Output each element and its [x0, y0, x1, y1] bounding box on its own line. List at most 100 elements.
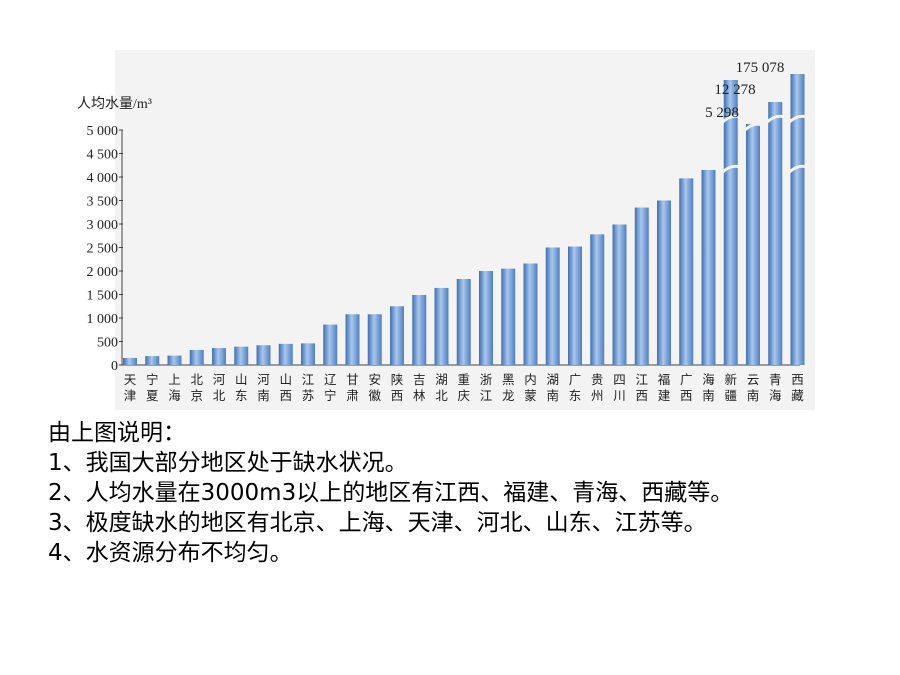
bar	[412, 294, 427, 365]
category-label: 蒙	[524, 388, 537, 403]
axis-break-mark	[787, 114, 807, 125]
category-label: 北	[435, 388, 448, 403]
category-label: 广	[680, 372, 693, 387]
category-label: 夏	[146, 388, 159, 403]
bar	[634, 207, 649, 365]
y-tick-label: 3 500	[87, 195, 119, 210]
category-label: 江	[302, 372, 315, 387]
category-label: 天	[124, 372, 137, 387]
category-label: 海	[769, 388, 782, 403]
category-label: 苏	[302, 388, 315, 403]
category-label: 江	[635, 372, 648, 387]
category-label: 宁	[146, 372, 159, 387]
category-label: 甘	[346, 372, 359, 387]
category-label: 西	[791, 372, 804, 387]
category-label: 疆	[724, 388, 737, 403]
bar	[390, 306, 404, 365]
bar	[278, 343, 293, 365]
bar	[434, 287, 449, 365]
category-label: 辽	[324, 372, 337, 387]
chart-svg: 人均水量/m³ 0 500 1 000 1 500 2 000 2 500 3 000 3 5…	[77, 60, 807, 403]
bar	[545, 247, 560, 365]
category-label: 贵	[591, 372, 604, 387]
category-label: 陕	[391, 372, 404, 387]
category-label: 湖	[435, 372, 448, 387]
category-label: 南	[702, 388, 715, 403]
bar	[345, 314, 360, 365]
category-label: 龙	[502, 388, 515, 403]
category-label: 川	[613, 388, 626, 403]
y-tick-label: 4 500	[87, 148, 119, 163]
bar	[367, 314, 382, 365]
bar	[612, 224, 627, 365]
y-tick-label: 3 000	[87, 218, 119, 233]
bar	[323, 324, 338, 365]
category-label: 徽	[368, 388, 381, 403]
category-label: 黑	[502, 372, 515, 387]
notes-line-4: 4、水资源分布不均匀。	[48, 540, 293, 566]
water-per-capita-chart: 人均水量/m³ 0 500 1 000 1 500 2 000 2 500 3 000 3 5…	[77, 50, 815, 410]
category-label: 宁	[324, 388, 337, 403]
category-label: 庆	[457, 388, 470, 403]
category-label: 内	[524, 372, 537, 387]
category-label: 河	[257, 372, 270, 387]
y-tick-label: 500	[97, 336, 118, 351]
bars	[123, 74, 807, 365]
bar	[189, 349, 204, 365]
bar	[501, 268, 516, 365]
category-label: 重	[457, 372, 470, 387]
category-label: 新	[724, 372, 737, 387]
category-label: 云	[747, 372, 760, 387]
y-tick-label: 1 500	[87, 289, 119, 304]
category-label: 河	[213, 372, 226, 387]
category-label: 吉	[413, 372, 426, 387]
category-label: 四	[613, 372, 626, 387]
bar	[523, 263, 538, 365]
bar	[768, 102, 783, 365]
value-label: 12 278	[714, 82, 755, 98]
category-label: 青	[769, 372, 782, 387]
category-label: 西	[635, 388, 648, 403]
category-label: 山	[235, 372, 248, 387]
category-label: 东	[235, 388, 248, 403]
value-label: 5 298	[705, 105, 739, 121]
y-axis-label: 人均水量/m³	[77, 96, 152, 112]
axis-break-mark	[787, 164, 807, 175]
category-label: 海	[702, 372, 715, 387]
category-label: 肃	[346, 388, 359, 403]
bar	[657, 200, 671, 365]
category-label: 海	[168, 388, 181, 403]
bar	[679, 178, 694, 365]
category-label: 林	[413, 388, 426, 403]
bar	[212, 348, 226, 365]
bar	[167, 355, 182, 365]
bar	[568, 246, 582, 365]
category-label: 山	[279, 372, 292, 387]
category-label: 南	[257, 388, 270, 403]
notes: 由上图说明： 1、我国大部分地区处于缺水状况。 2、人均水量在3000m3以上的…	[48, 418, 868, 568]
category-label: 安	[368, 372, 381, 387]
bar	[590, 234, 605, 365]
axis-break-mark	[720, 164, 741, 175]
category-label: 西	[680, 388, 693, 403]
value-labels: 5 298 12 278 175 078	[705, 60, 784, 121]
category-label: 北	[213, 388, 226, 403]
category-label: 江	[480, 388, 493, 403]
y-tick-label: 0	[111, 359, 118, 374]
category-label: 浙	[480, 372, 493, 387]
axis-break-mark	[742, 122, 763, 133]
category-label: 东	[569, 388, 582, 403]
notes-line-3: 3、极度缺水的地区有北京、上海、天津、河北、山东、江苏等。	[48, 510, 707, 536]
value-label: 175 078	[736, 60, 785, 76]
category-label: 南	[747, 388, 760, 403]
bar	[256, 345, 271, 365]
y-tick-label: 1 000	[87, 312, 119, 327]
category-label: 福	[658, 372, 671, 387]
axis-break-mark	[720, 114, 741, 125]
bar	[456, 278, 471, 365]
category-label: 广	[569, 372, 582, 387]
y-tick-label: 2 000	[87, 265, 119, 280]
category-label: 上	[168, 372, 181, 387]
bar	[479, 271, 493, 365]
category-labels: 天津宁夏上海北京河北山东河南山西江苏辽宁甘肃安徽陕西吉林湖北重庆浙江黑龙内蒙湖南…	[124, 372, 805, 403]
